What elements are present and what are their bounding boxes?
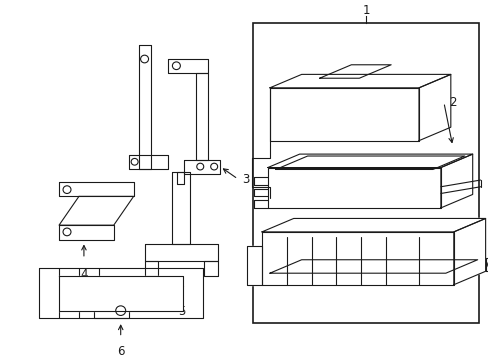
Polygon shape <box>184 160 220 174</box>
Polygon shape <box>144 261 158 276</box>
Polygon shape <box>177 172 184 184</box>
Polygon shape <box>418 75 450 141</box>
Polygon shape <box>59 196 133 225</box>
Polygon shape <box>453 219 485 285</box>
Bar <box>252 23 478 323</box>
Polygon shape <box>168 59 208 73</box>
Text: 2: 2 <box>448 96 455 109</box>
Polygon shape <box>59 225 114 240</box>
Polygon shape <box>246 246 262 285</box>
Text: 5: 5 <box>177 305 184 318</box>
Text: 1: 1 <box>362 4 369 18</box>
Text: 3: 3 <box>242 172 249 185</box>
Polygon shape <box>196 73 208 160</box>
Polygon shape <box>440 154 472 208</box>
Polygon shape <box>59 276 183 311</box>
Polygon shape <box>59 182 133 196</box>
Text: 4: 4 <box>80 269 87 282</box>
Polygon shape <box>267 154 472 167</box>
Polygon shape <box>269 75 450 88</box>
Polygon shape <box>94 297 128 318</box>
Polygon shape <box>39 269 203 318</box>
Text: 6: 6 <box>117 345 124 358</box>
Polygon shape <box>172 172 190 244</box>
Polygon shape <box>262 232 453 285</box>
Polygon shape <box>128 155 168 170</box>
Polygon shape <box>269 88 418 141</box>
Polygon shape <box>204 261 218 276</box>
Polygon shape <box>485 258 488 271</box>
Polygon shape <box>138 45 150 170</box>
Polygon shape <box>144 244 218 261</box>
Polygon shape <box>262 219 485 232</box>
Polygon shape <box>267 167 440 208</box>
